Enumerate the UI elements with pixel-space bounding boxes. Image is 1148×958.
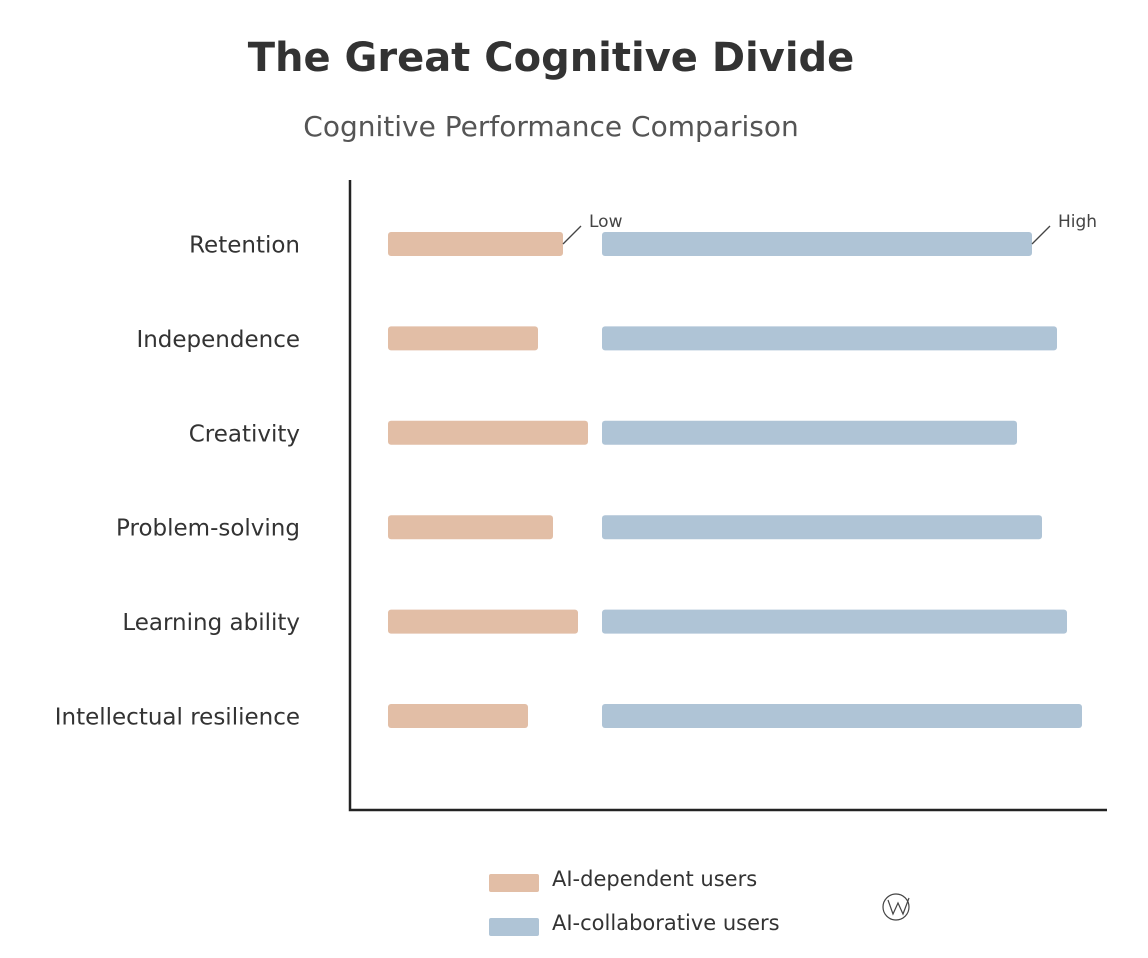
annotation-leader <box>562 225 582 245</box>
legend-label: AI-dependent users <box>552 867 757 891</box>
annotation: High <box>1058 212 1097 232</box>
category-label: Independence <box>136 327 300 353</box>
bar <box>388 326 538 351</box>
category-label: Creativity <box>189 421 300 447</box>
chart-title: The Great Cognitive Divide <box>248 35 855 81</box>
bar <box>602 420 1017 445</box>
category-label: Retention <box>189 233 300 259</box>
legend-swatch <box>489 874 539 892</box>
bar <box>602 232 1032 256</box>
bar <box>602 326 1057 351</box>
logo <box>882 893 910 921</box>
category-label: Intellectual resilience <box>55 705 300 731</box>
chart-subtitle: Cognitive Performance Comparison <box>303 110 798 143</box>
bar <box>388 232 563 256</box>
bar <box>602 704 1082 728</box>
bar <box>388 704 528 728</box>
annotation: Low <box>589 212 623 232</box>
bar <box>388 515 553 540</box>
bar <box>602 515 1042 540</box>
bar <box>602 609 1067 634</box>
bar <box>388 609 578 634</box>
category-label: Problem-solving <box>116 516 300 542</box>
legend-swatch <box>489 918 539 936</box>
axis-line <box>348 180 1107 812</box>
legend-label: AI-collaborative users <box>552 911 780 935</box>
bar <box>388 420 588 445</box>
annotation-leader <box>1031 225 1051 245</box>
category-label: Learning ability <box>122 610 300 636</box>
